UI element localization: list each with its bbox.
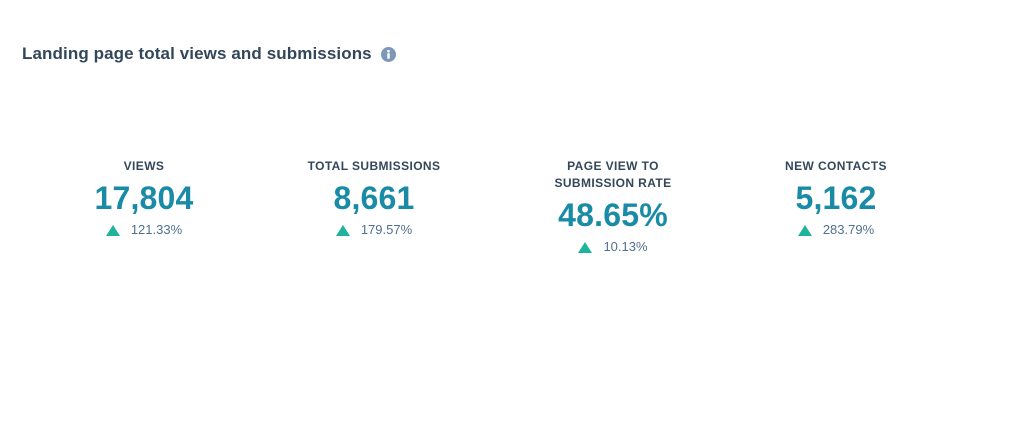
card-header: Landing page total views and submissions [22,43,396,65]
kpi-page-view-to-submission-rate: PAGE VIEW TO SUBMISSION RATE 48.65% 10.1… [522,158,704,255]
triangle-up-icon [797,224,812,236]
triangle-up-icon [105,224,120,236]
kpi-change-value: 179.57% [360,222,413,237]
kpi-value: 5,162 [795,180,877,216]
triangle-up-icon [335,224,350,236]
kpi-new-contacts: NEW CONTACTS 5,162 283.79% [765,158,907,238]
kpi-label-line-1: PAGE VIEW TO [567,159,659,173]
card-title: Landing page total views and submissions [22,44,372,63]
kpi-value: 17,804 [94,180,194,216]
kpi-value: 8,661 [333,180,415,216]
kpi-label-line-2: SUBMISSION RATE [554,176,672,190]
kpi-change: 283.79% [797,222,875,238]
kpi-change: 121.33% [105,222,183,238]
kpi-row: VIEWS 17,804 121.33% TOTAL SUBMISSIONS 8… [0,158,1024,278]
kpi-total-submissions: TOTAL SUBMISSIONS 8,661 179.57% [284,158,464,238]
kpi-change-value: 10.13% [603,239,648,254]
kpi-label: NEW CONTACTS [785,159,887,173]
triangle-up-icon [578,241,593,253]
kpi-label: VIEWS [123,159,165,173]
kpi-value: 48.65% [558,197,668,233]
kpi-label: TOTAL SUBMISSIONS [307,159,441,173]
kpi-change: 10.13% [578,239,648,255]
kpi-change: 179.57% [335,222,413,238]
kpi-change-value: 121.33% [130,222,183,237]
info-circle-icon[interactable] [380,46,396,62]
kpi-views: VIEWS 17,804 121.33% [85,158,203,238]
kpi-change-value: 283.79% [822,222,875,237]
